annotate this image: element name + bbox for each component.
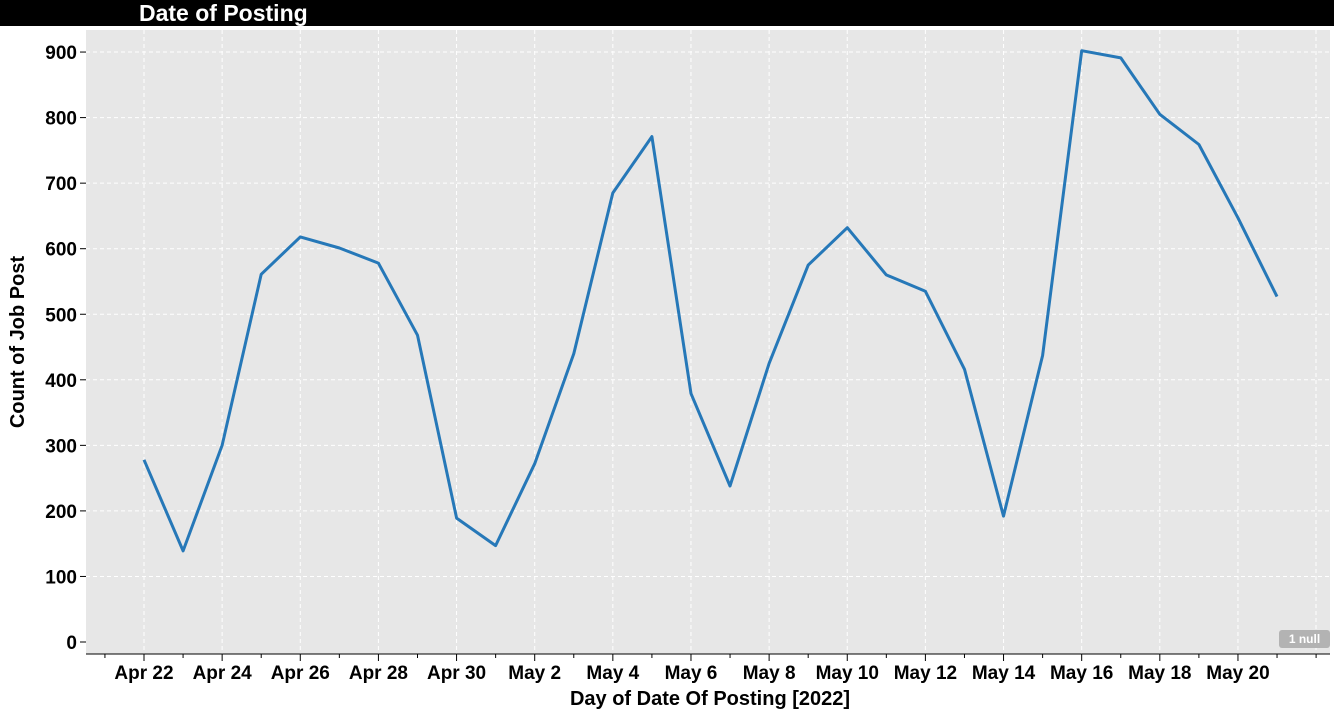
plot-area (86, 30, 1330, 654)
x-tick-label: May 12 (894, 663, 957, 684)
y-tick-label: 400 (45, 371, 77, 392)
y-axis-ticks: 0 100 200 300 400 500 600 700 800 900 (45, 43, 86, 654)
x-tick-label: Apr 26 (271, 663, 330, 684)
x-tick-label: May 4 (586, 663, 639, 684)
y-tick-label: 900 (45, 43, 77, 64)
y-tick-label: 500 (45, 305, 77, 326)
y-tick-label: 0 (66, 633, 77, 654)
x-tick-label: May 14 (972, 663, 1036, 684)
title-bar: Date of Posting (0, 0, 1334, 26)
null-indicator-badge[interactable]: 1 null (1279, 630, 1330, 648)
x-tick-label: Apr 30 (427, 663, 486, 684)
series-line (142, 49, 1279, 553)
x-tick-label: Apr 28 (349, 663, 408, 684)
grid-lines (86, 30, 1330, 654)
x-tick-label: May 2 (508, 663, 561, 684)
x-tick-label: Apr 24 (193, 663, 253, 684)
x-axis-ticks: Apr 22 Apr 24 Apr 26 Apr 28 Apr 30 May 2 May 4… (104, 654, 1317, 684)
chart-title: Date of Posting (139, 0, 308, 26)
x-tick-label: May 8 (743, 663, 796, 684)
x-tick-label: May 10 (816, 663, 879, 684)
x-axis-title: Day of Date Of Posting [2022] (570, 688, 850, 710)
y-tick-label: 700 (45, 174, 77, 195)
y-tick-label: 100 (45, 567, 77, 588)
y-tick-label: 600 (45, 240, 77, 261)
y-tick-label: 200 (45, 502, 77, 523)
x-tick-label: May 20 (1206, 663, 1269, 684)
x-tick-label: May 6 (665, 663, 718, 684)
y-tick-label: 800 (45, 109, 77, 130)
y-axis-title: Count of Job Post (7, 256, 29, 429)
y-tick-label: 300 (45, 436, 77, 457)
x-tick-label: May 18 (1128, 663, 1191, 684)
x-tick-label: Apr 22 (114, 663, 173, 684)
x-tick-label: May 16 (1050, 663, 1113, 684)
